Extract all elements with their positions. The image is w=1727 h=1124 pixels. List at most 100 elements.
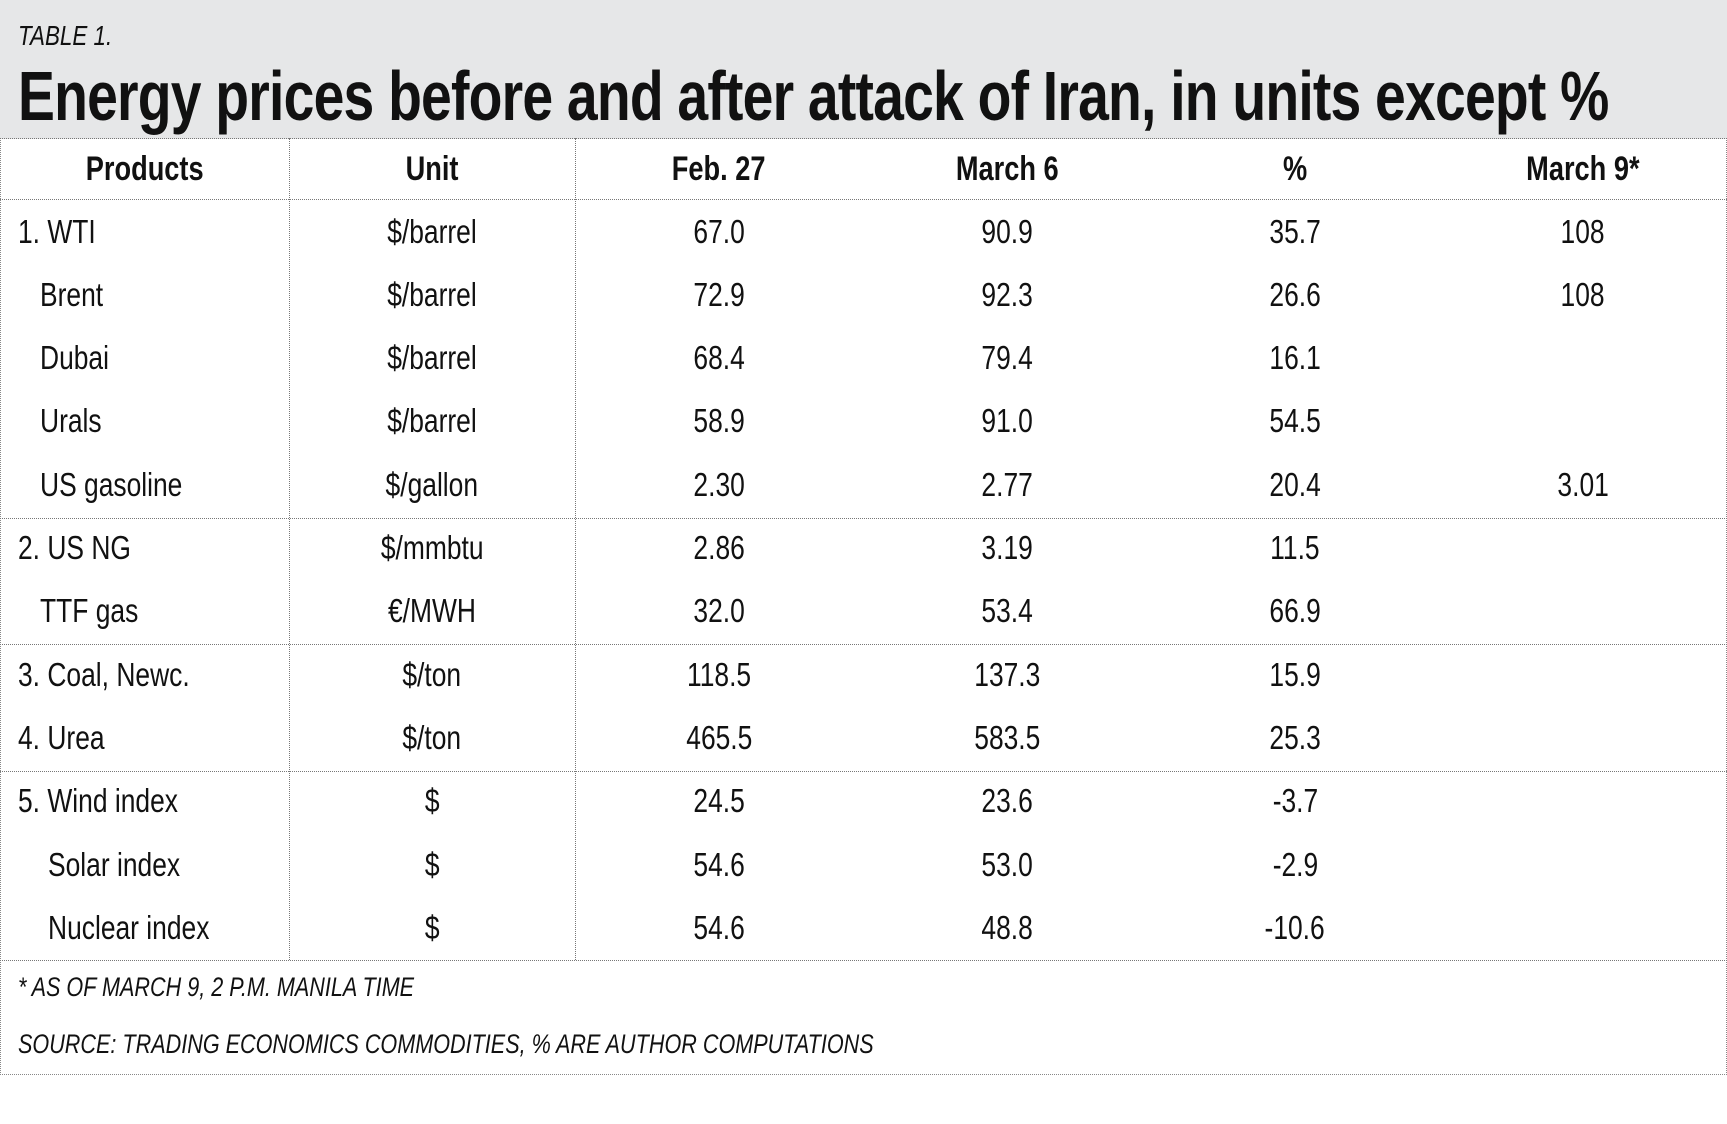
cell-mar9	[1439, 896, 1727, 959]
cell-text: 108	[1560, 275, 1606, 313]
cell-mar9: 108	[1439, 263, 1727, 326]
cell-mar6: 91.0	[863, 390, 1151, 453]
cell-text: 58.9	[693, 402, 745, 440]
cell-unit: $	[289, 770, 575, 833]
cell-text: 3.19	[981, 529, 1033, 566]
cell-text: 465.5	[685, 718, 753, 756]
cell-text: 16.1	[1269, 339, 1321, 377]
column-divider	[575, 138, 576, 960]
cell-unit: $	[289, 833, 575, 896]
cell-text: Nuclear index	[48, 908, 210, 946]
table-label: TABLE 1.	[18, 20, 136, 52]
cell-feb27: 58.9	[575, 390, 863, 453]
cell-text: $/barrel	[387, 212, 477, 250]
cell-mar6: 90.9	[863, 200, 1151, 263]
cell-text: 54.5	[1269, 402, 1321, 440]
group-divider	[0, 644, 1727, 645]
cell-feb27: 2.86	[575, 517, 863, 580]
cell-feb27: 54.6	[575, 833, 863, 896]
cell-text: 3. Coal, Newc.	[18, 655, 190, 693]
cell-text: 54.6	[693, 908, 745, 946]
cell-text: 118.5	[686, 655, 752, 693]
cell-feb27: 54.6	[575, 896, 863, 959]
divider	[0, 960, 1727, 961]
cell-mar6: 583.5	[863, 706, 1151, 769]
cell-text: 35.7	[1269, 212, 1321, 250]
cell-product: 5. Wind index	[18, 770, 288, 833]
cell-text: 32.0	[693, 592, 745, 630]
cell-unit: $/barrel	[289, 200, 575, 263]
cell-mar6: 53.0	[863, 833, 1151, 896]
cell-unit: $/ton	[289, 643, 575, 706]
cell-text: 23.6	[981, 782, 1033, 820]
cell-mar9	[1439, 580, 1727, 643]
cell-unit: €/MWH	[289, 580, 575, 643]
cell-unit: $/barrel	[289, 390, 575, 453]
cell-mar6: 53.4	[863, 580, 1151, 643]
cell-text: 4. Urea	[18, 718, 105, 756]
cell-text: US gasoline	[40, 465, 183, 503]
table-row: TTF gas €/MWH 32.0 53.4 66.9	[0, 580, 1727, 643]
cell-text: $/gallon	[385, 465, 479, 503]
table-label-text: TABLE 1.	[18, 20, 113, 51]
cell-text: 53.4	[981, 592, 1033, 630]
cell-text: 2.30	[693, 465, 745, 503]
cell-text: $/ton	[402, 655, 462, 693]
col-header-mar6: March 6	[955, 150, 1059, 188]
table-row: US gasoline $/gallon 2.30 2.77 20.4 3.01	[0, 453, 1727, 516]
cell-feb27: 32.0	[575, 580, 863, 643]
cell-text: 11.5	[1270, 529, 1320, 566]
cell-text: 24.5	[693, 782, 745, 820]
cell-text: Solar index	[48, 845, 181, 883]
cell-text: 91.0	[981, 402, 1033, 440]
cell-product: 3. Coal, Newc.	[18, 643, 288, 706]
cell-feb27: 465.5	[575, 706, 863, 769]
group-divider	[0, 518, 1727, 519]
col-header-feb27: Feb. 27	[672, 150, 766, 188]
cell-text: 583.5	[973, 718, 1041, 756]
cell-mar9: 108	[1439, 200, 1727, 263]
cell-feb27: 2.30	[575, 453, 863, 516]
cell-mar6: 2.77	[863, 453, 1151, 516]
table-row: Nuclear index $54.6 48.8 -10.6	[0, 896, 1727, 959]
cell-pct: 35.7	[1151, 200, 1439, 263]
cell-text: 54.6	[693, 845, 745, 883]
cell-text: 15.9	[1269, 655, 1321, 693]
cell-text: 20.4	[1269, 465, 1321, 503]
cell-text: $	[424, 782, 440, 820]
cell-mar9	[1439, 643, 1727, 706]
cell-text: $/barrel	[387, 402, 477, 440]
cell-product: Solar index	[18, 833, 318, 896]
cell-product: 2. US NG	[18, 517, 288, 580]
cell-product: 1. WTI	[18, 200, 288, 263]
col-header-unit: Unit	[405, 150, 459, 188]
cell-product: Urals	[18, 390, 310, 453]
cell-text: $/barrel	[387, 339, 477, 377]
cell-feb27: 118.5	[575, 643, 863, 706]
cell-mar9	[1439, 833, 1727, 896]
cell-pct: -2.9	[1151, 833, 1439, 896]
table-header-band: TABLE 1. Energy prices before and after …	[0, 0, 1727, 139]
cell-text: 2. US NG	[18, 529, 131, 566]
cell-product: TTF gas	[18, 580, 310, 643]
cell-pct: 20.4	[1151, 453, 1439, 516]
cell-mar9	[1439, 327, 1727, 390]
cell-text: 2.86	[693, 529, 745, 566]
column-header-row: Products Unit Feb. 27 March 6 % March 9*	[0, 138, 1727, 201]
cell-unit: $/mmbtu	[289, 517, 575, 580]
column-divider	[289, 138, 290, 960]
col-header-mar9: March 9*	[1526, 150, 1640, 188]
cell-pct: 15.9	[1151, 643, 1439, 706]
table-title: Energy prices before and after attack of…	[18, 56, 1727, 136]
cell-unit: $/barrel	[289, 263, 575, 326]
cell-text: -3.7	[1272, 782, 1318, 820]
cell-product: Nuclear index	[18, 896, 318, 959]
cell-text: $/ton	[402, 718, 462, 756]
cell-feb27: 68.4	[575, 327, 863, 390]
table-row: Brent $/barrel 72.9 92.3 26.6 108	[0, 263, 1727, 326]
table-row: 1. WTI $/barrel 67.0 90.9 35.7 108	[0, 200, 1727, 263]
table-title-text: Energy prices before and after attack of…	[18, 57, 1609, 135]
table-row: 5. Wind index $24.5 23.6 -3.7	[0, 770, 1727, 833]
cell-unit: $/barrel	[289, 327, 575, 390]
cell-text: 137.3	[973, 655, 1041, 693]
